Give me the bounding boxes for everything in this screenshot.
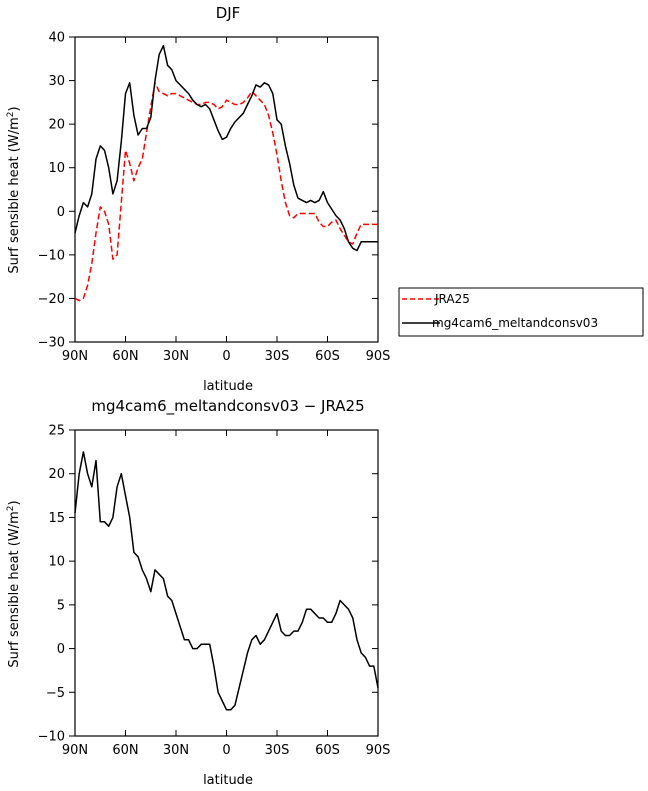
djf-xtick-label: 90S (366, 349, 391, 364)
difference-xtick-label: 30S (265, 743, 290, 758)
difference-y-axis-label: Surf sensible heat (W/m2) (6, 500, 22, 667)
difference-title: mg4cam6_meltandconsv03 − JRA25 (91, 397, 364, 416)
difference-x-axis-label: latitude (203, 773, 253, 788)
djf-xtick-label: 0 (222, 349, 230, 364)
djf-ticks: 90N 60N 30N 0 30S 60S 90S −30 −20 −10 0 10 20 30 40 (38, 31, 391, 365)
djf-ytick-label: 40 (48, 31, 65, 46)
difference-panel: mg4cam6_meltandconsv03 − JRA25 90N 60N 30N… (6, 397, 390, 788)
djf-xtick-label: 60N (112, 349, 138, 364)
legend-box (398, 287, 644, 337)
difference-ytick-label: 15 (48, 511, 65, 526)
legend-label-jra25: JRA25 (434, 292, 470, 306)
difference-ytick-label: 10 (48, 555, 65, 570)
difference-series-line-difference (74, 451, 379, 711)
djf-ytick-label: 10 (48, 161, 65, 176)
djf-ytick-label: 0 (57, 205, 65, 220)
difference-series (74, 451, 379, 711)
difference-xtick-label: 90S (366, 743, 391, 758)
djf-ytick-label: 20 (48, 118, 65, 133)
djf-series-line-jra25 (74, 82, 378, 302)
djf-plot-frame (74, 36, 379, 343)
difference-ytick-label: 25 (48, 424, 65, 439)
difference-ytick-label: 0 (57, 642, 65, 657)
djf-xtick-label: 30S (265, 349, 290, 364)
djf-ytick-label: −30 (38, 336, 65, 351)
difference-xtick-label: 30N (163, 743, 189, 758)
djf-ytick-label: 30 (48, 74, 65, 89)
difference-ytick-label: −5 (46, 686, 65, 701)
difference-xtick-label: 60N (112, 743, 138, 758)
legend: JRA25 mg4cam6_meltandconsv03 (398, 287, 644, 337)
djf-series-line-mg4cam6-meltandconsv03 (74, 44, 378, 252)
difference-ytick-label: 5 (57, 598, 65, 613)
difference-xtick-label: 0 (222, 743, 230, 758)
difference-ytick-label: −10 (38, 730, 65, 745)
djf-title: DJF (216, 4, 241, 22)
djf-x-axis-label: latitude (203, 379, 253, 394)
difference-ticks: 90N 60N 30N 0 30S 60S 90S −10 −5 0 5 10 15 20 25 (38, 424, 391, 759)
difference-xtick-label: 60S (315, 743, 340, 758)
djf-series (74, 44, 378, 302)
djf-ytick-label: −20 (38, 292, 65, 307)
difference-xtick-label: 90N (62, 743, 88, 758)
difference-ytick-label: 20 (48, 467, 65, 482)
djf-ytick-label: −10 (38, 248, 65, 263)
legend-label-model: mg4cam6_meltandconsv03 (432, 316, 598, 330)
djf-y-axis-label: Surf sensible heat (W/m2) (6, 106, 22, 273)
djf-xtick-label: 30N (163, 349, 189, 364)
djf-xtick-label: 90N (62, 349, 88, 364)
djf-xtick-label: 60S (315, 349, 340, 364)
djf-panel: DJF 90N 60N 30N 0 30S 60S 90S −30 −20 −10 0 10 20 30 4… (6, 4, 390, 394)
